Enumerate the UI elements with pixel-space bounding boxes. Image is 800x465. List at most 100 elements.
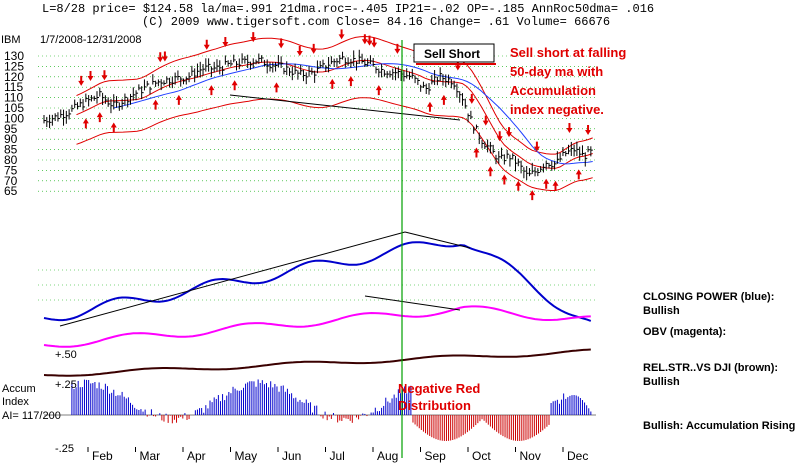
minus25-label: -.25 [55,443,74,455]
month-labels: Feb Mar Apr May Jun Jul Aug Sep Oct Nov Dec [87,447,588,463]
y-tick-label: 120 [4,70,24,84]
buy-arrow [501,174,508,185]
sell-arrow [278,38,285,49]
sell-arrow [585,125,592,136]
month-label: Nov [520,449,541,463]
y-tick-label: 125 [4,59,24,73]
y-tick-label: 105 [4,101,24,115]
sell-arrow [454,60,461,71]
sell-arrow [394,43,401,54]
relstr-line [43,348,591,377]
cp-trendline [59,231,406,327]
buy-arrow [231,80,238,91]
negative-red-line-1: Negative Red [398,381,480,396]
y-tick-label: 70 [4,174,18,188]
sell-note-line-1: Sell short at falling [510,45,626,60]
accum-label: Accum [2,383,36,395]
buy-arrow [82,118,89,129]
sell-note-line-2: 50-day ma with [510,64,603,79]
y-tick-label: 115 [4,80,23,94]
ai-label: AI= 117/200 [2,410,61,422]
buy-arrow [529,190,536,201]
buy-arrow [515,180,522,191]
sell-arrow [87,70,94,81]
y-tick-label: 75 [4,163,18,177]
y-tick-label: 100 [4,111,24,125]
buy-arrow [375,85,382,96]
price-bars [43,49,593,181]
buy-arrow [487,166,494,177]
sell-arrow [533,141,540,152]
month-label: Dec [567,449,588,463]
closing-power-line [43,241,592,322]
y-tick-label: 130 [4,49,24,63]
buy-arrow [473,147,480,158]
date-range: 1/7/2008-12/31/2008 [40,34,142,46]
buy-arrow [426,101,433,112]
accum-index-histogram [44,379,596,441]
indicator-lines [43,241,592,377]
obv-line [43,305,591,348]
ma-50-line [113,63,593,165]
sell-arrow [566,122,573,133]
month-label: Mar [140,449,161,463]
sell-arrow [371,37,378,48]
buy-arrow [543,178,550,189]
month-label: Jul [330,449,345,463]
month-label: Feb [92,449,113,463]
sell-arrow [482,115,489,126]
sell-arrow [468,93,475,104]
obv-trendline [364,295,461,311]
sell-arrow [157,52,164,63]
cp-trendline-2 [404,231,471,249]
month-label: Oct [472,449,491,463]
sell-arrow [78,75,85,86]
price-trendline [229,94,461,121]
month-label: Apr [187,449,206,463]
sell-arrow [161,51,168,62]
buy-arrow [347,76,354,87]
lower-band [76,97,593,191]
buy-arrow [552,180,559,191]
sell-arrow [506,127,512,138]
month-label: Sep [425,449,447,463]
sell-arrow [310,43,317,54]
y-tick-label: 90 [4,132,18,146]
buy-arrow [440,94,447,105]
closing-power-label: CLOSING POWER (blue): [643,291,775,303]
buy-arrow [208,85,215,96]
sell-arrow [361,34,368,45]
month-label: May [235,449,258,463]
sell-arrow [203,39,210,50]
sell-arrow [222,36,229,47]
obv-label: OBV (magenta): [643,326,727,338]
index-label: Index [2,396,29,408]
plus25-label: +.25 [55,379,77,391]
relstr-state: Bullish [643,376,680,388]
sell-arrow [496,131,503,142]
y-tick-label: 80 [4,153,18,167]
gridlines [38,55,596,301]
ticker-symbol: IBM [1,34,21,46]
plus50-label: +.50 [55,349,77,361]
sell-arrow [101,70,108,81]
header-line-2: (C) 2009 www.tigersoft.com Close= 84.16 … [142,15,610,29]
buy-arrow [152,99,159,110]
y-tick-label: 95 [4,122,18,136]
buy-arrow [110,122,117,133]
sell-note-line-3: Accumulation [510,83,596,98]
relstr-label: REL.STR..VS DJI (brown): [643,362,779,374]
accum-rising-label: Bullish: Accumulation Rising [643,420,796,432]
negative-red-line-2: Distribution [398,398,471,413]
sell-arrow [250,32,257,43]
buy-arrow [575,169,582,180]
buy-arrow [96,112,103,123]
sell-arrow [366,35,373,46]
sell-short-box [413,43,495,63]
sell-arrow [296,46,303,56]
buy-arrow [175,94,182,105]
signal-arrows [78,29,592,201]
